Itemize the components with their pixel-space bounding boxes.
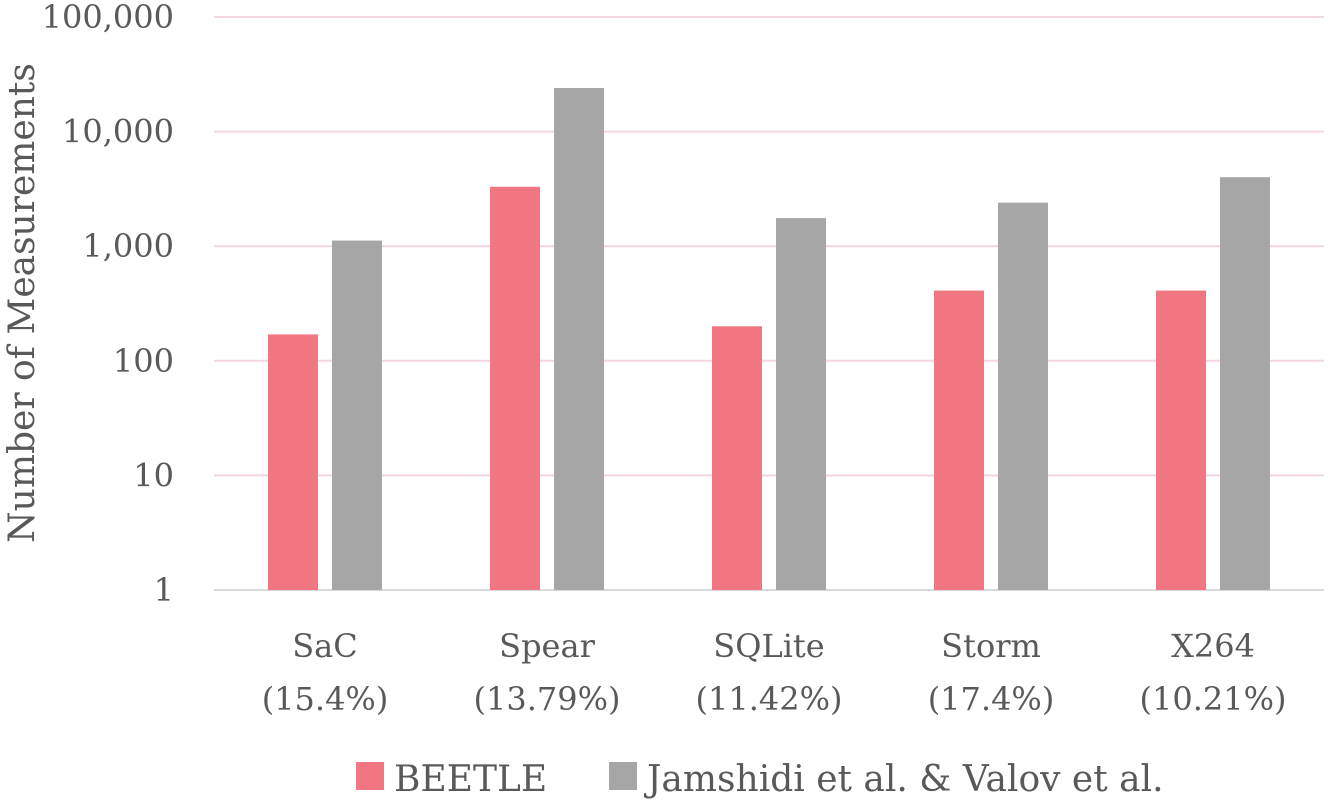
bars [268,88,1270,590]
bar-jamshidi-x264 [1220,177,1270,590]
bar-jamshidi-sac [332,240,382,590]
x-category-label: SQLite [713,627,824,665]
y-tick-label: 10,000 [62,113,174,151]
y-tick-label: 1,000 [82,227,174,265]
x-category-sublabel: (17.4%) [928,680,1055,718]
x-category-label: Spear [499,627,595,665]
y-axis-title: Number of Measurements [2,63,43,543]
y-tick-label: 10 [133,456,174,494]
legend-swatch [609,762,637,790]
y-tick-label: 1 [154,571,174,609]
bar-jamshidi-storm [998,202,1048,590]
x-category-sublabel: (10.21%) [1140,680,1287,718]
x-category-label: Storm [941,627,1041,665]
x-category-sublabel: (15.4%) [262,680,389,718]
bar-beetle-storm [934,290,984,590]
legend-swatch [356,762,384,790]
legend-label: BEETLE [394,759,547,800]
gridlines [214,16,1324,591]
legend-label: Jamshidi et al. & Valov et al. [643,759,1164,800]
bar-jamshidi-sqlite [776,218,826,590]
x-category-label: SaC [292,627,357,665]
legend: BEETLE Jamshidi et al. & Valov et al. [356,759,1164,800]
bar-beetle-sac [268,334,318,590]
y-tick-label: 100,000 [42,0,174,36]
y-axis-ticks: 1 10 100 1,000 10,000 100,000 [42,0,174,609]
bar-jamshidi-spear [554,88,604,590]
x-category-label: X264 [1171,627,1255,665]
bar-beetle-spear [490,186,540,590]
y-tick-label: 100 [113,342,174,380]
x-category-sublabel: (13.79%) [474,680,621,718]
bar-beetle-x264 [1156,290,1206,590]
bar-beetle-sqlite [712,326,762,590]
x-axis-categories: SaC (15.4%) Spear (13.79%) SQLite (11.42%) Sto… [262,627,1287,718]
x-category-sublabel: (11.42%) [696,680,843,718]
